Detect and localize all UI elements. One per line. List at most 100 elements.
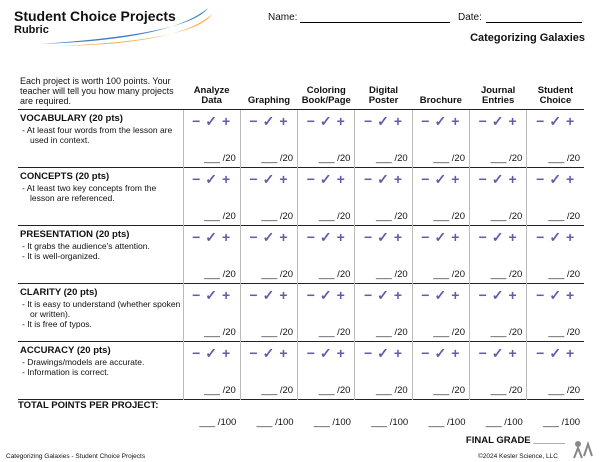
rating-mark: ✓ [434, 113, 448, 129]
rating-mark: − [192, 345, 202, 361]
rating-marks: − ✓ + [188, 113, 236, 130]
score-cell: − ✓ + ___ /20 [182, 341, 241, 400]
score-blank: ___ /20 [204, 153, 236, 164]
rating-mark: − [536, 113, 546, 129]
rating-mark: − [536, 229, 546, 245]
rating-marks: − ✓ + [245, 113, 293, 130]
rating-marks: − ✓ + [188, 287, 236, 304]
score-cell: − ✓ + ___ /20 [239, 167, 298, 226]
title: Student Choice Projects [14, 8, 176, 24]
rating-mark: − [249, 113, 259, 129]
rating-mark: ✓ [549, 113, 563, 129]
rubric-row: PRESENTATION (20 pts) - It grabs the audi… [18, 225, 585, 284]
rating-marks: − ✓ + [531, 287, 580, 304]
rating-mark: ✓ [262, 171, 276, 187]
rating-marks: − ✓ + [417, 171, 465, 188]
rating-mark: + [336, 287, 346, 303]
rating-mark: ✓ [491, 113, 505, 129]
rating-mark: + [336, 229, 346, 245]
total-blank: ___ /100 [354, 399, 413, 431]
total-label: TOTAL POINTS PER PROJECT: [18, 399, 183, 431]
score-cell: − ✓ + ___ /20 [411, 283, 470, 342]
score-blank: ___ /20 [433, 327, 465, 338]
rating-mark: ✓ [319, 287, 333, 303]
rating-mark: + [566, 287, 576, 303]
rating-mark: ✓ [205, 287, 219, 303]
rating-mark: + [222, 287, 232, 303]
criterion-bullet: - Drawings/models are accurate. [22, 357, 145, 367]
rating-mark: + [222, 113, 232, 129]
rating-mark: − [249, 171, 259, 187]
rating-mark: ✓ [205, 229, 219, 245]
rating-marks: − ✓ + [245, 171, 293, 188]
score-blank: ___ /20 [261, 327, 294, 338]
rating-marks: − ✓ + [474, 113, 522, 130]
rating-mark: + [279, 287, 289, 303]
score-cell: − ✓ + ___ /20 [354, 167, 413, 226]
criterion-bullet: - It is well-organized. [22, 251, 100, 261]
rating-mark: − [421, 345, 431, 361]
rating-mark: − [478, 171, 488, 187]
rating-mark: + [222, 345, 232, 361]
total-blank: ___ /100 [297, 399, 355, 431]
score-blank: ___ /20 [204, 269, 236, 280]
criterion: CLARITY (20 pts) - It is easy to understa… [18, 283, 183, 342]
score-cell: − ✓ + ___ /20 [182, 225, 241, 284]
rating-mark: − [306, 113, 316, 129]
score-blank: ___ /20 [375, 385, 408, 396]
score-blank: ___ /20 [375, 269, 408, 280]
rating-mark: − [306, 229, 316, 245]
rating-mark: + [393, 345, 404, 361]
rating-mark: + [508, 229, 518, 245]
title-swoosh [40, 8, 212, 46]
score-blank: ___ /20 [548, 385, 581, 396]
score-cell: − ✓ + ___ /20 [182, 167, 241, 226]
rating-mark: − [421, 171, 431, 187]
rating-mark: + [393, 229, 404, 245]
rating-mark: + [222, 171, 232, 187]
rating-marks: − ✓ + [474, 287, 522, 304]
score-cell: − ✓ + ___ /20 [354, 341, 413, 400]
rating-mark: ✓ [491, 229, 505, 245]
rating-mark: − [363, 171, 374, 187]
score-blank: ___ /20 [548, 153, 581, 164]
name-line [300, 22, 450, 23]
criterion-title: VOCABULARY (20 pts) [20, 113, 123, 124]
score-cell: − ✓ + ___ /20 [239, 283, 298, 342]
rating-mark: + [451, 171, 461, 187]
score-cell: − ✓ + ___ /20 [182, 283, 241, 342]
rating-marks: − ✓ + [359, 345, 407, 362]
rating-mark: ✓ [434, 171, 448, 187]
score-cell: − ✓ + ___ /20 [297, 341, 355, 400]
rubric-row: ACCURACY (20 pts) - Drawings/models are a… [18, 341, 585, 400]
subtitle: Rubric [14, 24, 49, 36]
rating-mark: ✓ [549, 287, 563, 303]
rating-mark: + [393, 171, 404, 187]
score-cell: − ✓ + ___ /20 [526, 225, 585, 284]
rating-marks: − ✓ + [531, 345, 580, 362]
rating-mark: + [279, 229, 289, 245]
rating-mark: − [536, 345, 546, 361]
rating-marks: − ✓ + [302, 113, 350, 130]
rating-marks: − ✓ + [474, 345, 522, 362]
criterion-bullet: - At least two key concepts from the les… [22, 183, 157, 203]
rating-mark: − [249, 229, 259, 245]
score-blank: ___ /20 [318, 269, 351, 280]
rating-mark: ✓ [319, 229, 333, 245]
rating-mark: + [336, 345, 346, 361]
score-blank: ___ /20 [261, 211, 294, 222]
rating-mark: ✓ [262, 229, 276, 245]
rating-mark: ✓ [549, 171, 563, 187]
score-blank: ___ /20 [204, 327, 236, 338]
column-header: Journal Entries [480, 85, 516, 106]
rating-marks: − ✓ + [359, 171, 407, 188]
rating-mark: − [478, 113, 488, 129]
score-blank: ___ /20 [490, 211, 523, 222]
score-cell: − ✓ + ___ /20 [526, 167, 585, 226]
rating-marks: − ✓ + [417, 287, 465, 304]
rating-marks: − ✓ + [245, 229, 293, 246]
rating-marks: − ✓ + [474, 171, 522, 188]
rating-mark: − [306, 287, 316, 303]
total-blank: ___ /100 [240, 399, 298, 431]
score-cell: − ✓ + ___ /20 [526, 341, 585, 400]
